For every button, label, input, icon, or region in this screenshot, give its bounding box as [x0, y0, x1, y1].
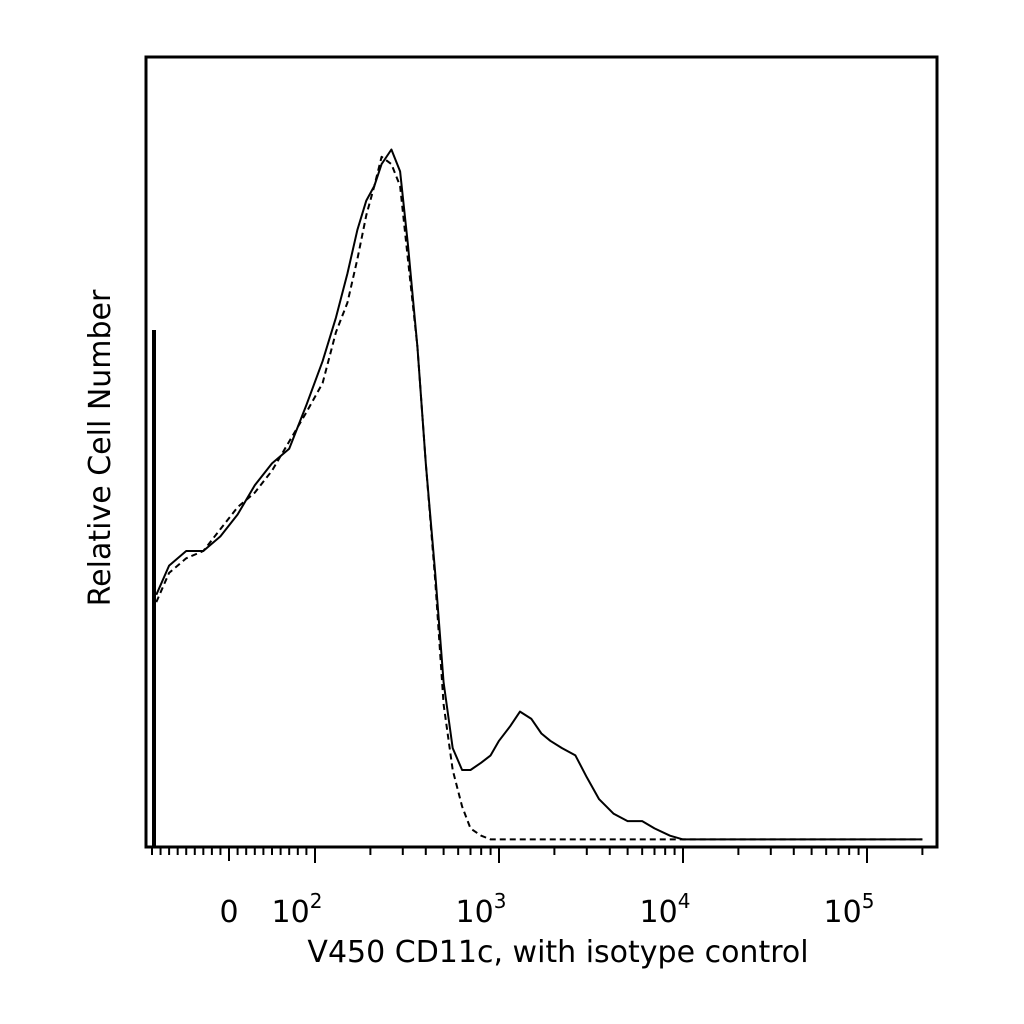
x-tick-label: 103	[456, 889, 507, 930]
plot-frame	[144, 55, 939, 849]
x-tick-label: 105	[824, 889, 875, 930]
y-axis-title: Relative Cell Number	[83, 289, 118, 606]
histogram-series	[155, 148, 923, 841]
x-axis-tick-labels: 0 102 103 104 105	[219, 889, 874, 930]
x-tick-label: 0	[219, 895, 238, 930]
x-tick-label: 102	[272, 889, 323, 930]
x-axis-title: V450 CD11c, with isotype control	[307, 935, 808, 970]
cd11c-stained-curve	[155, 148, 923, 841]
isotype-control-curve	[155, 155, 923, 841]
x-tick-label: 104	[640, 889, 691, 930]
x-axis-ticks	[151, 847, 924, 863]
